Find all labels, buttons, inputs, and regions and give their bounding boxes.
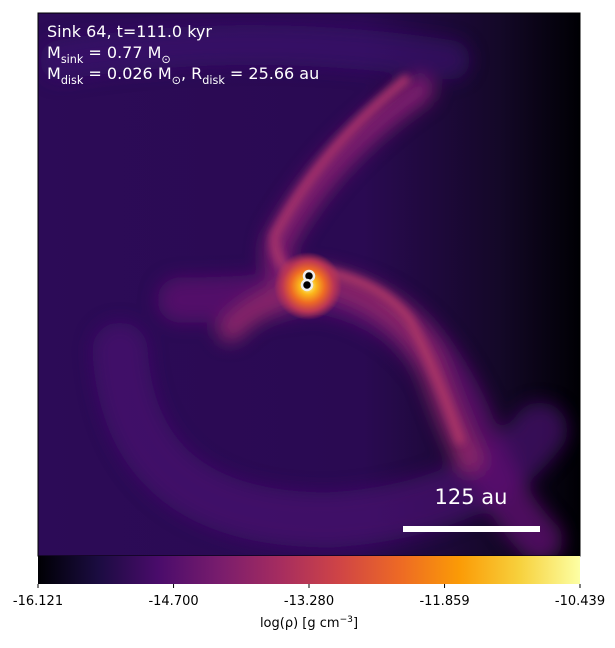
text-segment: , R: [181, 64, 202, 83]
subscript: disk: [202, 74, 225, 87]
text-segment: = 0.026 M: [83, 64, 171, 83]
annotation: Msink​ = 0.77 M⊙​: [47, 43, 171, 66]
sink: [300, 278, 314, 292]
subscript: disk: [61, 74, 84, 87]
density-map: [38, 13, 580, 556]
subscript: ⊙: [161, 53, 170, 66]
text-segment: M: [47, 64, 61, 83]
subscript: ⊙: [172, 74, 181, 87]
text-segment: log(ρ) [g cm: [260, 616, 340, 631]
tick-label: -11.859: [419, 594, 469, 609]
annotation: Sink 64, t=111.0 kyr: [47, 22, 212, 41]
tick-label: -14.700: [148, 594, 198, 609]
scale-bar-label: 125 au: [435, 485, 508, 509]
superscript: −3: [340, 615, 354, 625]
text-segment: = 25.66 au: [225, 64, 319, 83]
text-segment: M: [47, 43, 61, 62]
tick-label: -16.121: [13, 594, 63, 609]
tick-label: -10.439: [555, 594, 605, 609]
scale-bar: [403, 526, 540, 532]
text-segment: Sink 64, t=111.0 kyr: [47, 22, 212, 41]
colorbar-ticks: -16.121 -14.700 -13.280 -11.859 -10.439: [13, 584, 605, 609]
colorbar: [38, 556, 580, 584]
colorbar-label: log(ρ) [g cm−3​]: [260, 615, 358, 631]
tick-label: -13.280: [284, 594, 334, 609]
annotation: Mdisk​ = 0.026 M⊙​, Rdisk​ = 25.66 au: [47, 64, 319, 87]
text-segment: ]: [353, 616, 358, 631]
text-segment: = 0.77 M: [83, 43, 161, 62]
subscript: sink: [61, 53, 84, 66]
